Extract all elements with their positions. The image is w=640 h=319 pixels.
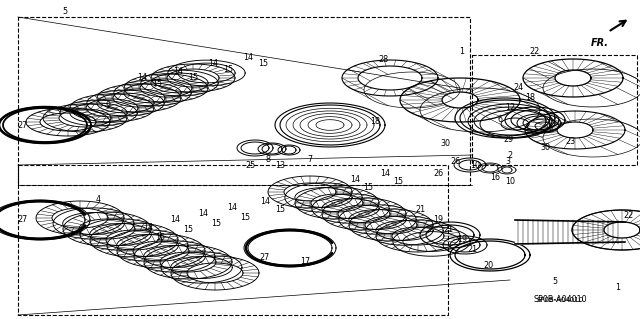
Text: 26: 26 xyxy=(433,169,443,179)
Text: 25: 25 xyxy=(245,160,255,169)
Text: 29: 29 xyxy=(503,136,513,145)
Text: 14: 14 xyxy=(380,169,390,179)
Text: 15: 15 xyxy=(363,183,373,192)
Text: 10: 10 xyxy=(505,177,515,187)
Text: 19: 19 xyxy=(433,216,443,225)
Text: 14: 14 xyxy=(173,68,183,77)
Text: 27: 27 xyxy=(260,254,270,263)
Text: 6: 6 xyxy=(497,115,502,124)
Text: 9: 9 xyxy=(106,100,111,109)
Text: 17: 17 xyxy=(300,257,310,266)
Text: 13: 13 xyxy=(275,160,285,169)
Text: 18: 18 xyxy=(525,93,535,102)
Text: 30: 30 xyxy=(440,138,450,147)
Text: 15: 15 xyxy=(223,65,233,75)
Text: 10: 10 xyxy=(470,160,480,169)
Text: 27: 27 xyxy=(17,216,27,225)
Text: 1: 1 xyxy=(460,48,465,56)
Text: 15: 15 xyxy=(155,234,165,242)
Text: 29: 29 xyxy=(543,125,553,135)
Text: 23: 23 xyxy=(565,137,575,146)
Text: 3: 3 xyxy=(506,158,511,167)
Text: 15: 15 xyxy=(393,177,403,187)
Text: 14: 14 xyxy=(243,53,253,62)
Text: 15: 15 xyxy=(240,212,250,221)
Text: 27: 27 xyxy=(17,122,27,130)
Text: 1: 1 xyxy=(616,284,621,293)
Text: 14: 14 xyxy=(260,197,270,206)
Text: 14: 14 xyxy=(170,216,180,225)
Bar xyxy=(18,17,470,185)
Text: 20: 20 xyxy=(483,261,493,270)
Text: 30: 30 xyxy=(540,144,550,152)
Text: 8: 8 xyxy=(266,155,271,165)
Text: 15: 15 xyxy=(188,73,198,83)
Text: 14: 14 xyxy=(208,60,218,69)
Text: 2: 2 xyxy=(508,151,513,160)
Text: 14: 14 xyxy=(350,175,360,184)
Text: 15: 15 xyxy=(183,226,193,234)
Text: 22: 22 xyxy=(623,211,633,219)
Text: 4: 4 xyxy=(95,196,100,204)
Text: 21: 21 xyxy=(415,205,425,214)
Text: 15: 15 xyxy=(275,205,285,214)
Text: 21: 21 xyxy=(443,226,453,234)
Text: FR.: FR. xyxy=(591,38,609,48)
Text: SP0B-A04010: SP0B-A04010 xyxy=(533,295,587,305)
Bar xyxy=(18,165,448,315)
Text: 15: 15 xyxy=(211,219,221,228)
Text: 24: 24 xyxy=(513,84,523,93)
Bar xyxy=(472,55,637,165)
Text: 5: 5 xyxy=(63,8,68,17)
Text: 21: 21 xyxy=(467,246,477,255)
Text: 22: 22 xyxy=(530,48,540,56)
Text: 19: 19 xyxy=(457,235,467,244)
Text: 28: 28 xyxy=(378,56,388,64)
Text: 14: 14 xyxy=(143,224,153,233)
Text: 18: 18 xyxy=(370,117,380,127)
Text: 15: 15 xyxy=(258,58,268,68)
Text: 16: 16 xyxy=(490,174,500,182)
Text: 14: 14 xyxy=(137,73,147,83)
Text: 7: 7 xyxy=(307,155,312,165)
Text: SP0B-A04010: SP0B-A04010 xyxy=(536,297,584,303)
Text: 26: 26 xyxy=(450,158,460,167)
Text: 14: 14 xyxy=(198,210,208,219)
Text: 12: 12 xyxy=(505,103,515,113)
Text: 14: 14 xyxy=(227,203,237,211)
Text: 5: 5 xyxy=(552,278,557,286)
Text: 15: 15 xyxy=(152,78,162,87)
